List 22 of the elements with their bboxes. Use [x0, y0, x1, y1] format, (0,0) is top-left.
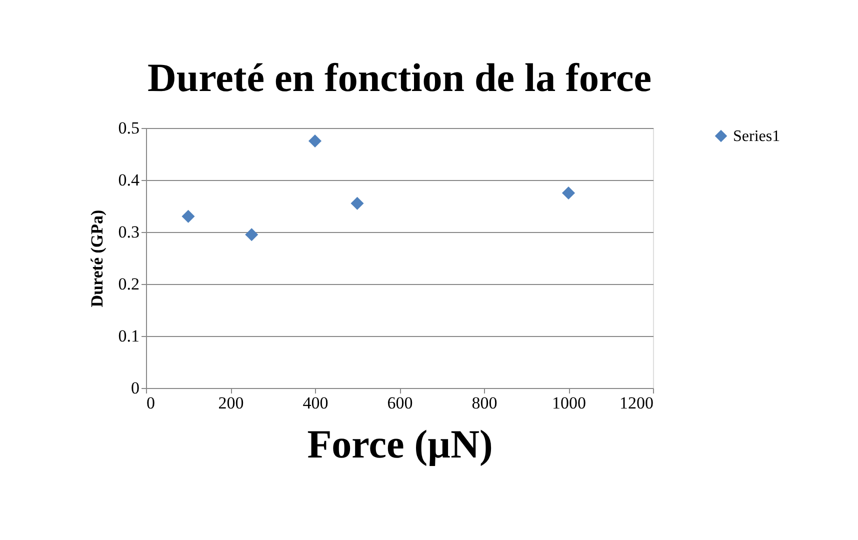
y-axis-title: Dureté (GPa)	[87, 210, 106, 308]
point	[245, 228, 258, 242]
y-tick-label: 0.2	[118, 274, 140, 294]
x-tick-label: 400	[302, 394, 328, 412]
point	[182, 210, 195, 223]
point	[308, 134, 322, 148]
chart-title: Dureté en fonction de la force	[148, 55, 652, 100]
x-tick-label: 800	[472, 394, 498, 412]
x-tick-label: 1000	[552, 394, 586, 412]
x-tick-label: 600	[387, 394, 413, 412]
x-tick-label: 1200	[620, 394, 654, 412]
y-tick-label: 0	[131, 378, 140, 398]
point	[562, 186, 576, 200]
point	[350, 196, 364, 210]
x-axis-title: Force (µN)	[307, 422, 493, 466]
x-tick-label: 0	[146, 394, 155, 412]
y-tick-label: 0.1	[118, 326, 140, 346]
x-tick-label: 200	[218, 394, 244, 412]
y-tick-label: 0.4	[118, 170, 140, 190]
legend-label: Series1	[733, 128, 780, 145]
y-tick-label: 0.5	[118, 118, 140, 138]
y-tick-label: 0.3	[118, 222, 140, 242]
